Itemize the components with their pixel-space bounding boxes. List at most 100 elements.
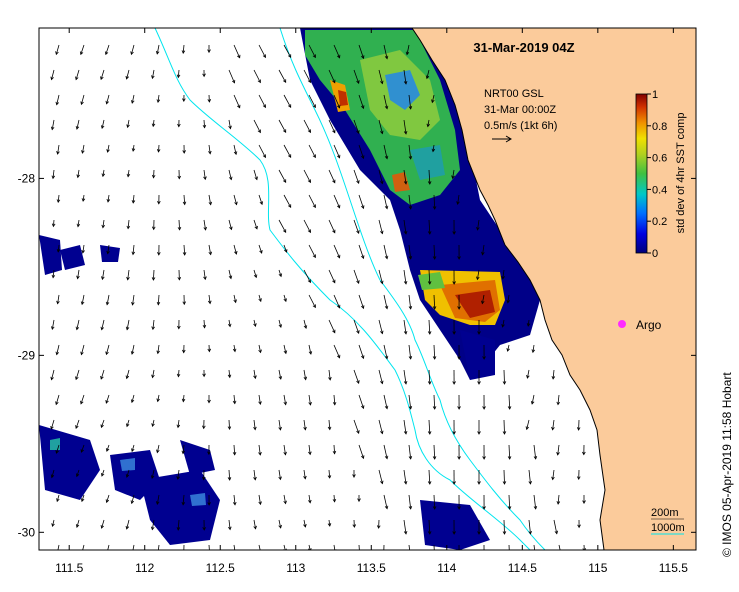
current-vector-head — [228, 125, 232, 130]
current-vector-shaft — [403, 169, 407, 184]
current-vector-head — [125, 75, 129, 80]
current-vector-shaft — [51, 369, 55, 380]
current-vector-shaft — [503, 419, 505, 435]
current-vector-shaft — [106, 294, 110, 305]
current-vector-head — [403, 180, 408, 185]
current-vector-shaft — [51, 69, 55, 80]
current-vector-head — [254, 176, 258, 181]
current-vector-shaft — [228, 419, 230, 430]
current-vector-shaft — [253, 119, 261, 133]
current-vector-head — [481, 251, 485, 256]
current-vector-head — [452, 431, 456, 435]
current-vector-shaft — [403, 269, 407, 284]
current-vector-shaft — [53, 219, 55, 227]
current-vector-head — [356, 130, 360, 134]
current-vector-shaft — [328, 69, 336, 83]
current-vector-shaft — [101, 469, 105, 477]
current-vector-head — [100, 125, 105, 130]
current-vector-shaft — [132, 244, 135, 255]
current-vector-shaft — [203, 269, 206, 280]
current-vector-head — [202, 124, 207, 129]
current-vector-head — [51, 274, 56, 279]
current-vector-shaft — [233, 344, 236, 352]
current-vector-head — [105, 448, 110, 452]
current-vector-shaft — [51, 119, 55, 130]
current-vector-head — [126, 173, 131, 178]
current-vector-head — [337, 104, 341, 109]
current-vector-head — [307, 79, 311, 84]
current-vector-shaft — [101, 119, 105, 129]
current-vector-head — [151, 75, 155, 80]
current-vector-shaft — [403, 369, 407, 384]
current-vector-head — [151, 423, 155, 428]
current-vector-head — [181, 450, 186, 455]
current-vector-shaft — [403, 419, 407, 434]
current-vector-head — [332, 179, 336, 184]
current-vector-shaft — [328, 369, 331, 380]
current-vector-shaft — [75, 419, 80, 429]
current-vector-head — [303, 325, 308, 330]
current-vector-head — [131, 251, 136, 256]
current-vector-head — [426, 123, 431, 128]
current-vector-head — [125, 326, 130, 331]
current-vector-head — [507, 406, 512, 410]
current-vector-head — [208, 201, 213, 206]
current-vector-head — [50, 76, 54, 81]
current-vector-shaft — [101, 419, 105, 428]
current-vector-head — [254, 225, 258, 230]
current-vector-head — [327, 475, 332, 479]
current-scale-legend: NRT00 GSL 31-Mar 00:00Z 0.5m/s (1kt 6h) — [484, 88, 557, 143]
current-vector-head — [284, 249, 288, 253]
current-vector-shaft — [378, 369, 383, 384]
current-vector-shaft — [228, 319, 231, 327]
current-vector-shaft — [503, 369, 505, 385]
current-vector-head — [432, 356, 437, 360]
current-vector-shaft — [253, 519, 256, 529]
current-vector-shaft — [358, 394, 364, 409]
current-vector-shaft — [408, 244, 412, 259]
current-vector-head — [182, 252, 187, 256]
current-vector-shaft — [228, 469, 231, 481]
current-vector-shaft — [178, 369, 180, 377]
current-vector-head — [408, 255, 413, 260]
current-vector-head — [253, 426, 257, 431]
x-tick-label: 112.5 — [206, 561, 235, 575]
current-vector-head — [452, 531, 456, 535]
current-vector-shaft — [182, 44, 185, 54]
current-vector-head — [282, 229, 287, 234]
current-vector-shaft — [383, 94, 388, 109]
current-vector-shaft — [358, 44, 364, 59]
current-vector-head — [502, 381, 507, 385]
current-vector-head — [507, 506, 512, 510]
sst-imagery — [39, 28, 540, 550]
x-tick-label: 113.5 — [357, 561, 386, 575]
current-vector-head — [432, 256, 437, 260]
current-vector-shaft — [107, 194, 110, 202]
current-vector-head — [356, 380, 360, 384]
current-vector-head — [457, 256, 461, 260]
current-vector-shaft — [378, 169, 383, 184]
current-vector-shaft — [208, 294, 211, 304]
current-vector-shaft — [383, 394, 388, 409]
current-vector-head — [356, 80, 360, 84]
current-vector-shaft — [353, 219, 360, 234]
current-vector-head — [101, 276, 105, 281]
current-vector-shaft — [208, 144, 211, 154]
current-vector-shaft — [52, 169, 55, 179]
current-vector-head — [237, 104, 241, 109]
current-vector-head — [283, 350, 288, 355]
isobath-legend-1000: 1000m — [651, 522, 685, 534]
current-vector-head — [100, 424, 104, 429]
current-vector-shaft — [106, 344, 110, 355]
current-vector-head — [105, 100, 109, 105]
current-vector-shaft — [333, 244, 340, 258]
current-vector-shaft — [433, 544, 435, 550]
current-vector-head — [361, 255, 365, 260]
current-vector-head — [56, 300, 60, 305]
current-vector-head — [126, 225, 131, 230]
current-vector-head — [176, 476, 180, 480]
current-vector-shaft — [258, 94, 266, 108]
current-vector-shaft — [76, 519, 80, 528]
current-vector-head — [125, 525, 130, 530]
current-vector-head — [457, 506, 461, 510]
